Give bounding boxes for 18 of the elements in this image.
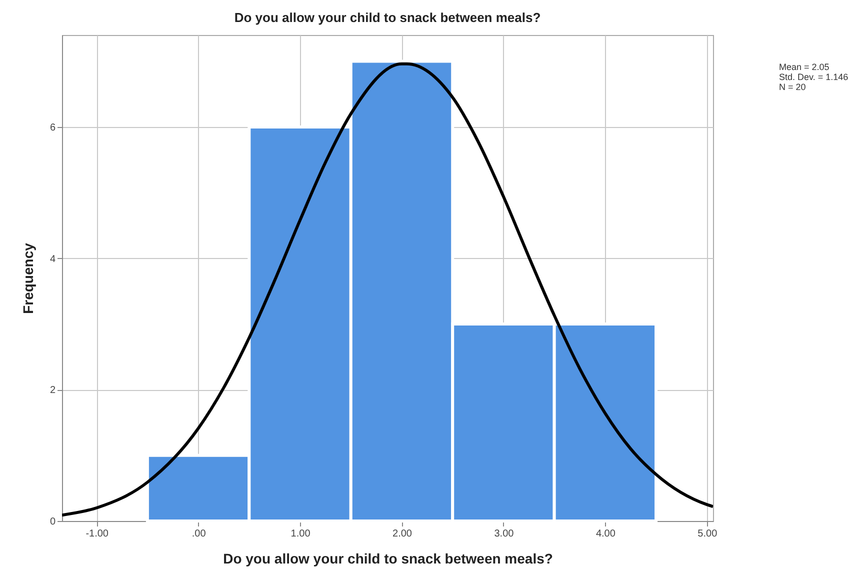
line-series <box>62 62 713 517</box>
x-tick-label: 1.00 <box>290 528 311 540</box>
text: Mean = 2.05 <box>779 62 830 72</box>
x-tick-label: -1.00 <box>86 528 109 540</box>
x-tick-label: 5.00 <box>698 528 718 540</box>
chart-title: Do you allow your child to snack between meals? <box>234 10 541 25</box>
y-tick-label: 6 <box>50 122 56 134</box>
y-tick-label: 2 <box>50 385 56 396</box>
x-tick-label: 3.00 <box>494 528 514 540</box>
x-tick-label: 2.00 <box>392 528 412 540</box>
y-tick-label: 0 <box>50 516 56 528</box>
x-tick-label: .00 <box>192 528 206 540</box>
x-axis-title: Do you allow your child to snack between meals? <box>223 550 553 566</box>
y-axis-title: Frequency <box>20 242 36 314</box>
x-tick-label: 4.00 <box>596 528 616 540</box>
y-tick-label: 4 <box>50 254 56 265</box>
text: Std. Dev. = 1.146 <box>779 72 848 82</box>
text: N = 20 <box>779 82 806 92</box>
